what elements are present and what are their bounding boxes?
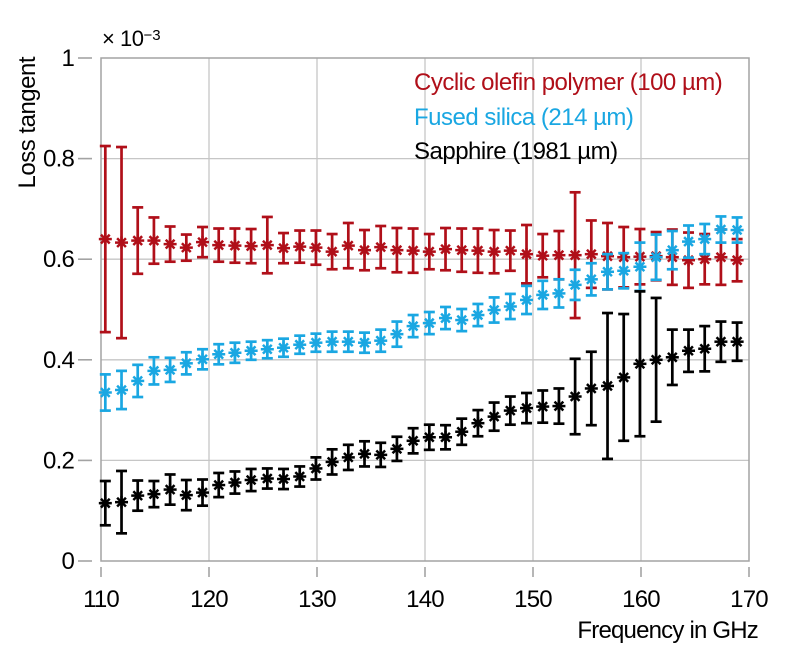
svg-text:0.8: 0.8: [43, 146, 74, 173]
y-axis-multiplier: × 10−3: [102, 26, 161, 52]
x-tick-labels: 110 120 130 140 150 160 170: [83, 586, 769, 613]
y-tick-marks: [78, 57, 92, 562]
svg-text:0.6: 0.6: [43, 246, 74, 273]
series-sapphire-1981-m: [98, 290, 744, 535]
svg-text:0.2: 0.2: [43, 447, 74, 474]
legend: Cyclic olefin polymer (100 µm) Fused sil…: [414, 66, 723, 170]
legend-item-sapphire: Sapphire (1981 µm): [414, 138, 618, 166]
svg-text:140: 140: [406, 586, 444, 613]
svg-text:110: 110: [83, 586, 119, 613]
svg-text:150: 150: [514, 586, 552, 613]
y-axis-label-text: Loss tangent: [14, 57, 41, 189]
svg-text:160: 160: [622, 586, 660, 613]
svg-text:1: 1: [61, 45, 74, 72]
series-fused-silica-214-m: [98, 215, 744, 412]
svg-text:130: 130: [298, 586, 336, 613]
x-axis-label: Frequency in GHz: [577, 617, 758, 644]
svg-text:120: 120: [190, 586, 228, 613]
y-tick-labels: 0 0.2 0.4 0.6 0.8 1: [43, 45, 75, 575]
svg-text:170: 170: [730, 586, 768, 613]
svg-text:0: 0: [61, 548, 74, 575]
legend-item-fused-silica: Fused silica (214 µm): [414, 103, 634, 131]
multiplier-exponent: −3: [143, 27, 161, 44]
legend-item-cyclic-olefin-polymer: Cyclic olefin polymer (100 µm): [414, 69, 723, 96]
series-cyclic-olefin-polymer-100-m: [98, 144, 744, 340]
x-tick-marks: [100, 567, 750, 577]
multiplier-base: × 10: [102, 26, 144, 51]
plot-box: [100, 57, 750, 562]
svg-text:0.4: 0.4: [43, 347, 74, 374]
